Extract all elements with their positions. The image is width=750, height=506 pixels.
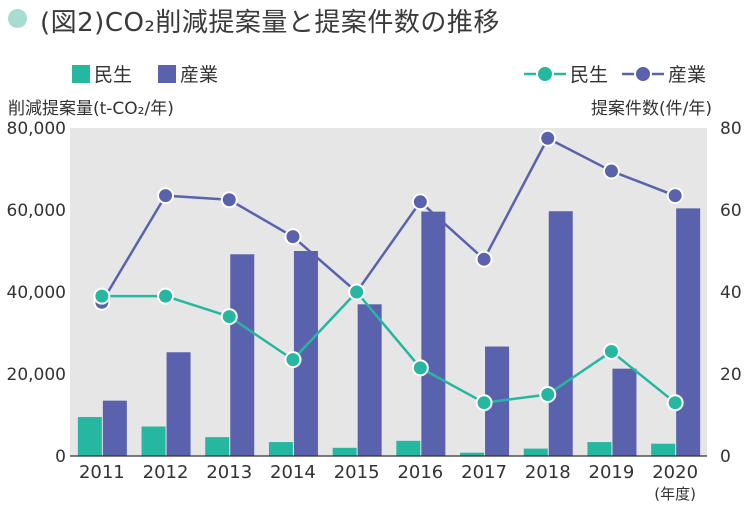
legend-bar-minsei-swatch [72,64,90,83]
x-tick-label: 2019 [589,462,635,483]
point-minsei [539,386,557,403]
legend-line-sangyo-swatch [622,64,664,83]
point-minsei [348,283,366,301]
y-left-tick-label: 60,000 [7,201,66,221]
legend-line-minsei: 民生 [524,60,608,87]
y-right-tick-label: 80 [720,119,742,139]
legend-bar-minsei: 民生 [72,60,132,87]
bar-sangyo [676,208,701,456]
point-minsei [157,287,175,305]
legend-line-minsei-swatch [524,64,566,83]
x-tick-label: 2020 [652,462,698,483]
bar-sangyo [421,211,446,456]
x-tick-label: 2016 [397,462,443,483]
y-right-tick-label: 40 [720,283,742,303]
bar-sangyo [357,304,382,456]
x-tick-label: 2011 [79,462,125,483]
point-minsei [284,351,302,369]
bar-minsei [141,426,166,456]
bar-sangyo [166,352,191,456]
x-tick-label: 2015 [334,462,380,483]
y-left-tick-label: 0 [55,447,66,467]
bar-minsei [396,440,421,456]
bar-minsei [651,443,676,456]
point-minsei [475,394,493,412]
point-minsei [602,342,620,360]
point-sangyo [539,129,557,147]
legend-bar-minsei-label: 民生 [94,64,133,86]
bar-minsei [523,448,548,456]
legend-bar-sangyo-swatch [158,64,176,83]
bar-minsei [77,417,102,456]
point-minsei [93,287,111,305]
point-sangyo [157,187,175,205]
x-axis-unit-label: (年度) [654,485,696,503]
point-minsei [220,308,238,326]
point-sangyo [284,228,302,246]
y-left-axis-label: 削減提案量(t-CO₂/年) [8,99,174,119]
line-minsei [101,290,676,404]
bar-minsei [332,447,357,456]
bar-minsei [587,442,612,456]
point-sangyo [666,187,684,205]
x-tick-label: 2012 [143,462,189,483]
x-tick-label: 2014 [270,462,316,483]
chart-title: (図2)CO₂削減提案量と提案件数の推移 [40,8,500,38]
legend-line-sangyo-label: 産業 [668,64,707,86]
bar-sangyo [548,211,573,456]
point-sangyo [602,162,620,180]
bar-minsei [268,442,293,456]
point-minsei [666,394,684,412]
point-sangyo [475,250,493,268]
x-tick-label: 2017 [461,462,507,483]
y-right-axis-label: 提案件数(件/年) [591,99,712,119]
point-sangyo [220,191,238,209]
point-sangyo [411,193,429,211]
y-right-tick-label: 0 [720,447,731,467]
bar-sangyo [612,368,637,456]
bar-sangyo [230,254,255,456]
legend-line-minsei-label: 民生 [570,64,609,86]
y-right-tick-label: 20 [720,365,742,385]
y-left-tick-label: 40,000 [7,283,66,303]
x-tick-label: 2018 [525,462,571,483]
bar-minsei [205,437,230,456]
legend-bar-sangyo: 産業 [158,60,218,87]
bar-sangyo [102,400,127,456]
y-right-tick-label: 60 [720,201,742,221]
line-sangyo [100,137,676,303]
title-bullet-icon [8,9,27,28]
x-tick-label: 2013 [206,462,252,483]
y-left-tick-label: 20,000 [7,365,66,385]
legend-line-sangyo: 産業 [622,60,706,87]
point-minsei [411,359,429,377]
legend-bar-sangyo-label: 産業 [180,64,219,86]
y-left-tick-label: 80,000 [7,119,66,139]
bar-minsei [460,452,485,456]
